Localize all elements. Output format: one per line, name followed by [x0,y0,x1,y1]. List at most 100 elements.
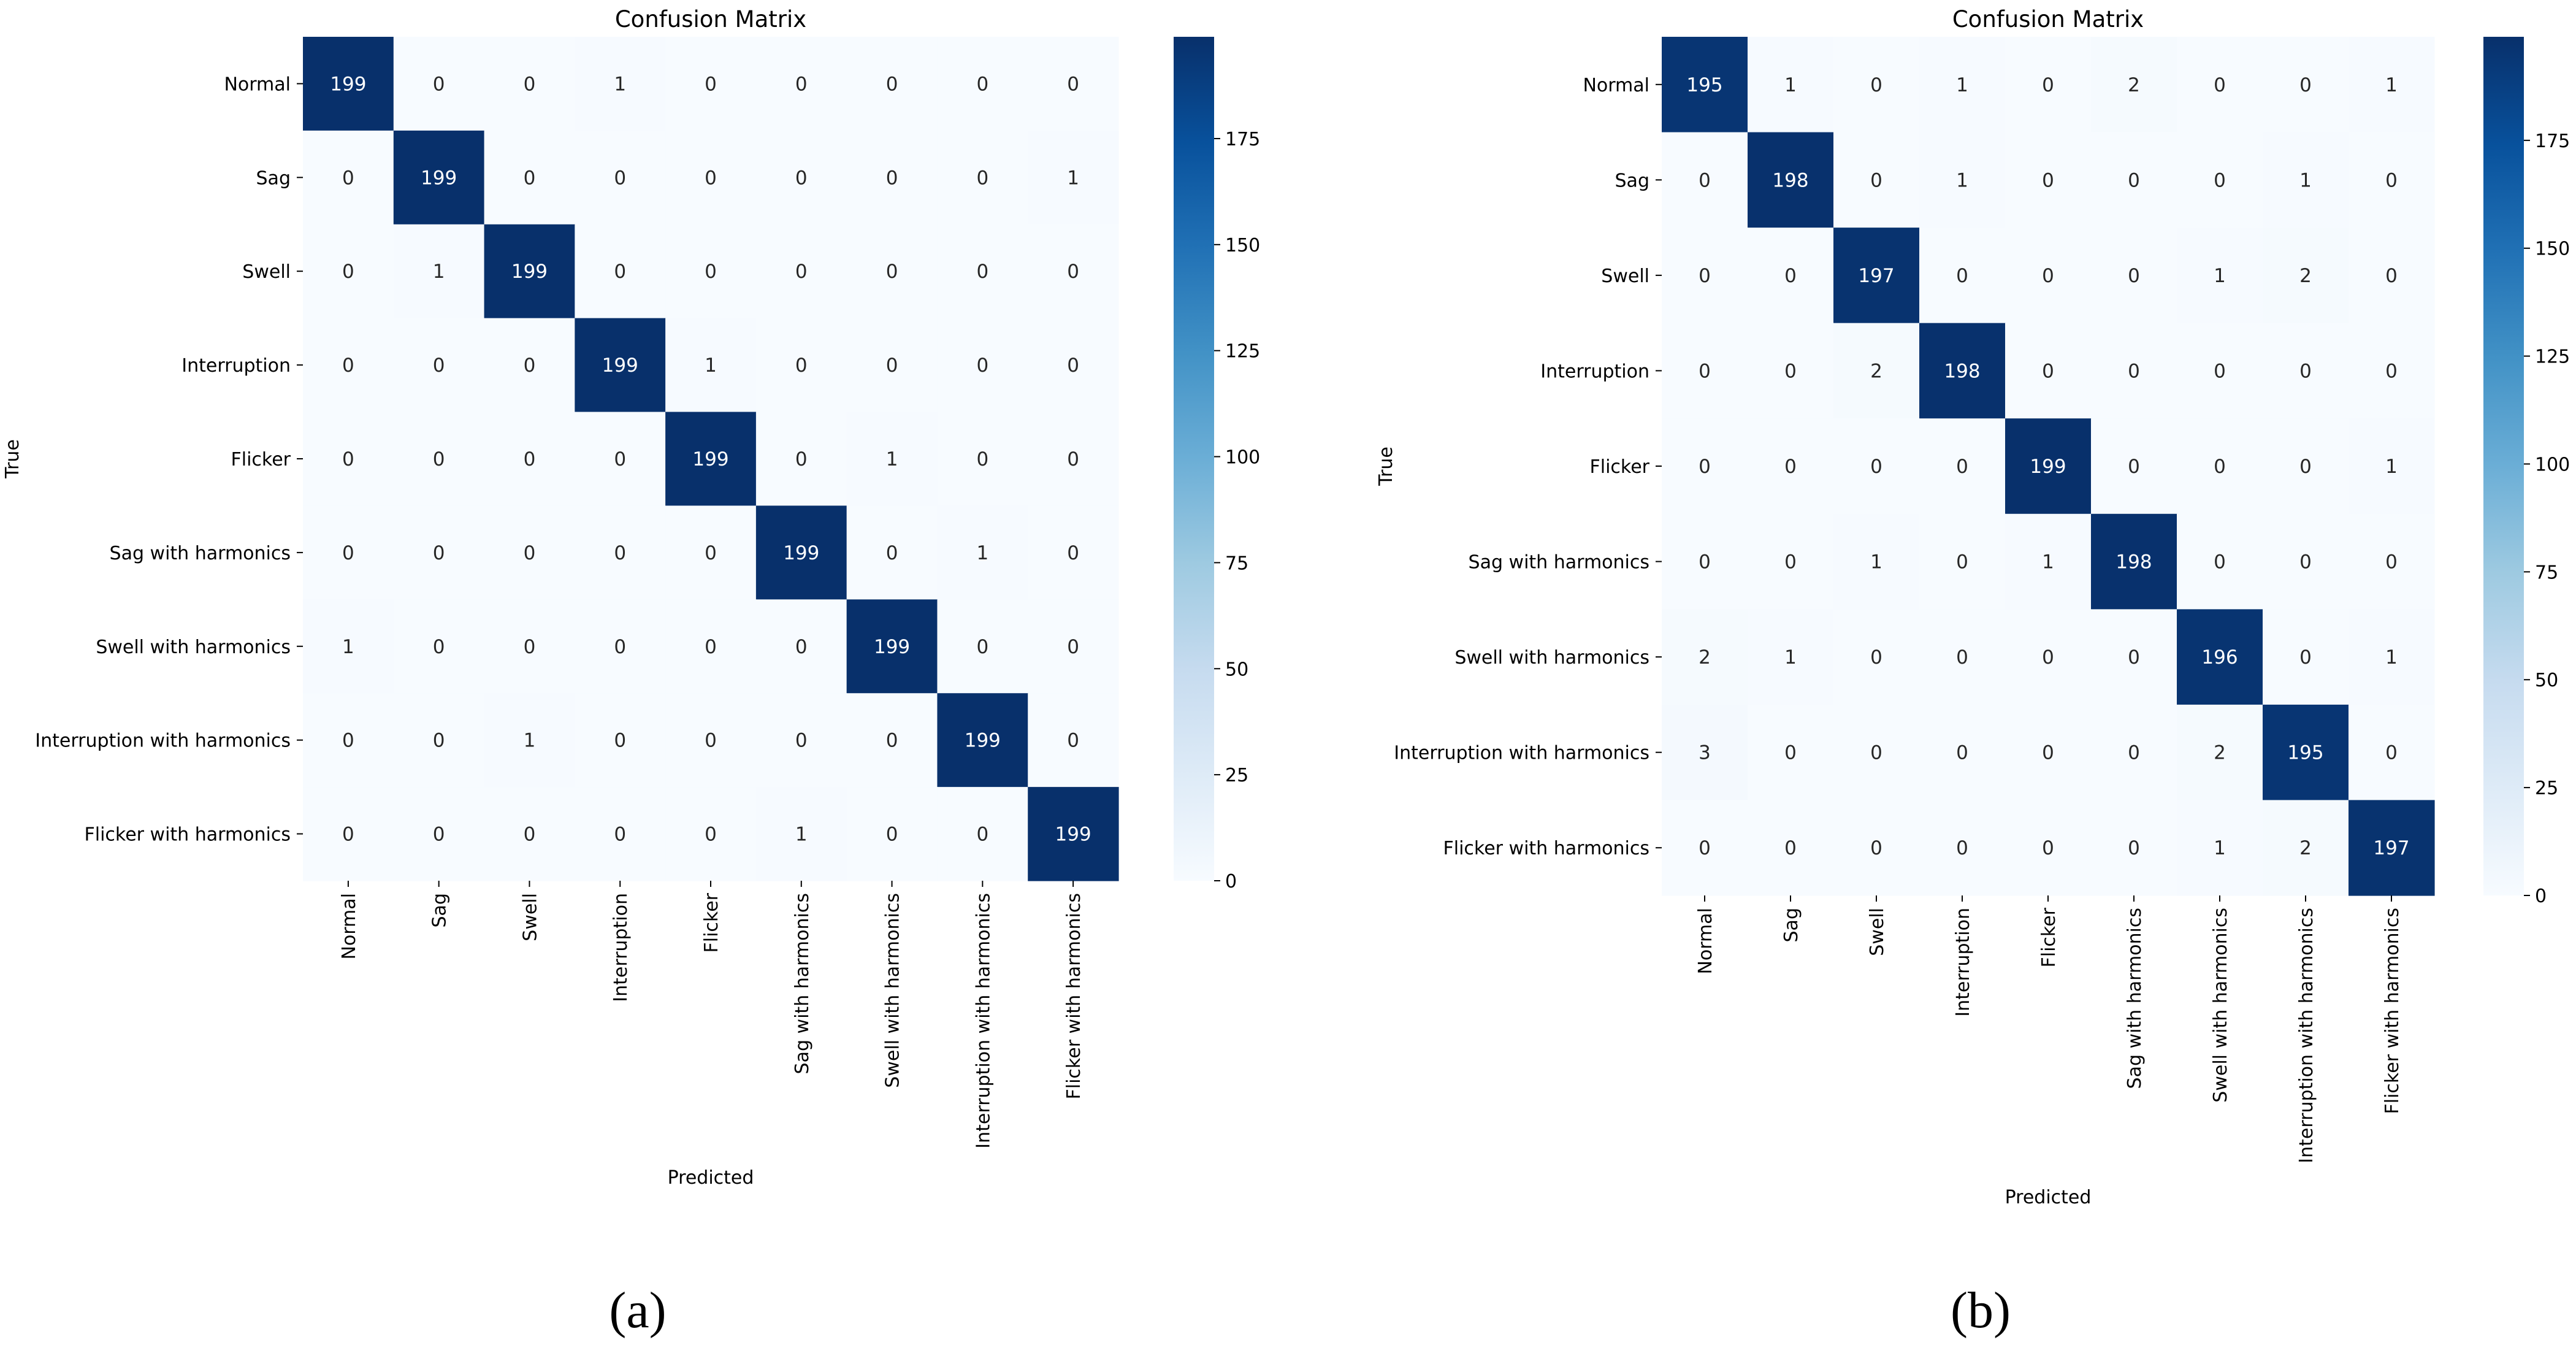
cell-value: 3 [1699,742,1711,764]
cell-value: 0 [2299,360,2312,382]
cell-value: 0 [2042,837,2054,859]
cell-value: 0 [342,355,354,377]
heatmap-cell [484,505,575,600]
cell-value: 199 [965,730,1001,752]
cell-value: 0 [1870,646,1882,669]
heatmap-cell [2263,704,2349,801]
heatmap-cell [2263,323,2349,419]
heatmap-cell [755,224,847,319]
cell-value: 0 [2385,551,2398,573]
cell-value: 0 [2128,360,2140,382]
cell-value: 0 [1699,837,1711,859]
cell-value: 0 [1067,730,1079,752]
x-axis-label: Predicted [2005,1187,2092,1208]
cell-value: 198 [1772,169,1808,191]
heatmap-cell [575,37,666,131]
cell-value: 199 [602,355,638,377]
cell-value: 0 [524,824,536,846]
x-tick-label: Sag with harmonics [2124,908,2146,1089]
heatmap-cell [1919,132,2006,228]
cell-value: 195 [2287,742,2323,764]
cell-value: 1 [614,73,626,95]
heatmap-cell [846,599,938,694]
colorbar [2483,37,2524,895]
y-tick-label: Swell with harmonics [96,637,291,658]
cell-value: 0 [342,261,354,283]
heatmap-cell [755,599,847,694]
heatmap-cell [2177,418,2263,515]
heatmap-cell [393,130,485,225]
cell-value: 0 [524,73,536,95]
colorbar-tick-label: 25 [1225,765,1248,786]
y-tick-label: Sag with harmonics [1469,552,1649,573]
cell-value: 2 [1699,646,1711,669]
heatmap-cell [846,412,938,507]
cell-value: 0 [1067,261,1079,283]
cell-value: 0 [2214,551,2226,573]
heatmap-cell [2349,132,2435,228]
heatmap-cell [393,224,485,319]
x-axis-label: Predicted [668,1167,754,1189]
colorbar-tick-label: 125 [2535,347,2570,368]
cell-value: 0 [614,636,626,658]
cell-value: 1 [976,542,988,564]
heatmap-cell [2263,418,2349,515]
cell-value: 0 [342,542,354,564]
heatmap-cell [2349,609,2435,705]
heatmap-cell [1662,132,1748,228]
heatmap-cell [937,599,1028,694]
y-tick-label: Interruption with harmonics [1394,743,1649,764]
cell-value: 0 [1067,542,1079,564]
heatmap-cell [2177,132,2263,228]
cell-value: 0 [1956,742,1968,764]
heatmap-cell [937,224,1028,319]
y-tick-label: Swell [1601,266,1649,287]
y-axis-label: True [1375,447,1397,486]
heatmap-cell [303,505,394,600]
heatmap-cell [303,693,394,788]
heatmap-cell [1028,318,1119,413]
cell-value: 0 [433,636,445,658]
cell-value: 0 [2042,74,2054,96]
heatmap-cell [665,412,757,507]
cell-value: 0 [2042,742,2054,764]
heatmap-cell [484,37,575,131]
panel-caption-a: (a) [609,1282,667,1339]
cell-value: 0 [976,167,988,189]
heatmap-cell [665,318,757,413]
heatmap-cell [1833,609,1920,705]
cell-value: 0 [1067,636,1079,658]
cell-value: 0 [433,355,445,377]
heatmap-cell [665,693,757,788]
panel-caption-b: (b) [1951,1282,2011,1339]
cell-value: 0 [614,261,626,283]
y-tick-label: Swell with harmonics [1454,647,1649,669]
cell-value: 0 [2128,169,2140,191]
cell-value: 0 [1870,456,1882,478]
cell-value: 0 [2299,646,2312,669]
chart-title: Confusion Matrix [1952,6,2144,33]
heatmap-cell [1833,704,1920,801]
cell-value: 2 [2214,742,2226,764]
cell-value: 1 [1784,646,1797,669]
y-tick-label: Normal [1583,75,1649,96]
x-tick-label: Sag [1781,908,1802,942]
cell-value: 0 [1699,265,1711,287]
y-tick-label: Normal [224,74,291,95]
cell-value: 0 [2128,837,2140,859]
heatmap-cell [755,318,847,413]
cell-value: 1 [2385,74,2398,96]
heatmap-cell [484,412,575,507]
heatmap-cell [937,693,1028,788]
cell-value: 0 [886,542,898,564]
cell-value: 199 [511,261,548,283]
x-tick-label: Normal [338,893,360,960]
heatmap-cell [303,37,394,131]
cell-value: 196 [2201,646,2238,669]
heatmap-cell [1028,599,1119,694]
heatmap-cell [2349,323,2435,419]
heatmap-cell [2005,418,2092,515]
cell-value: 0 [524,636,536,658]
x-tick-label: Interruption with harmonics [2296,908,2317,1163]
